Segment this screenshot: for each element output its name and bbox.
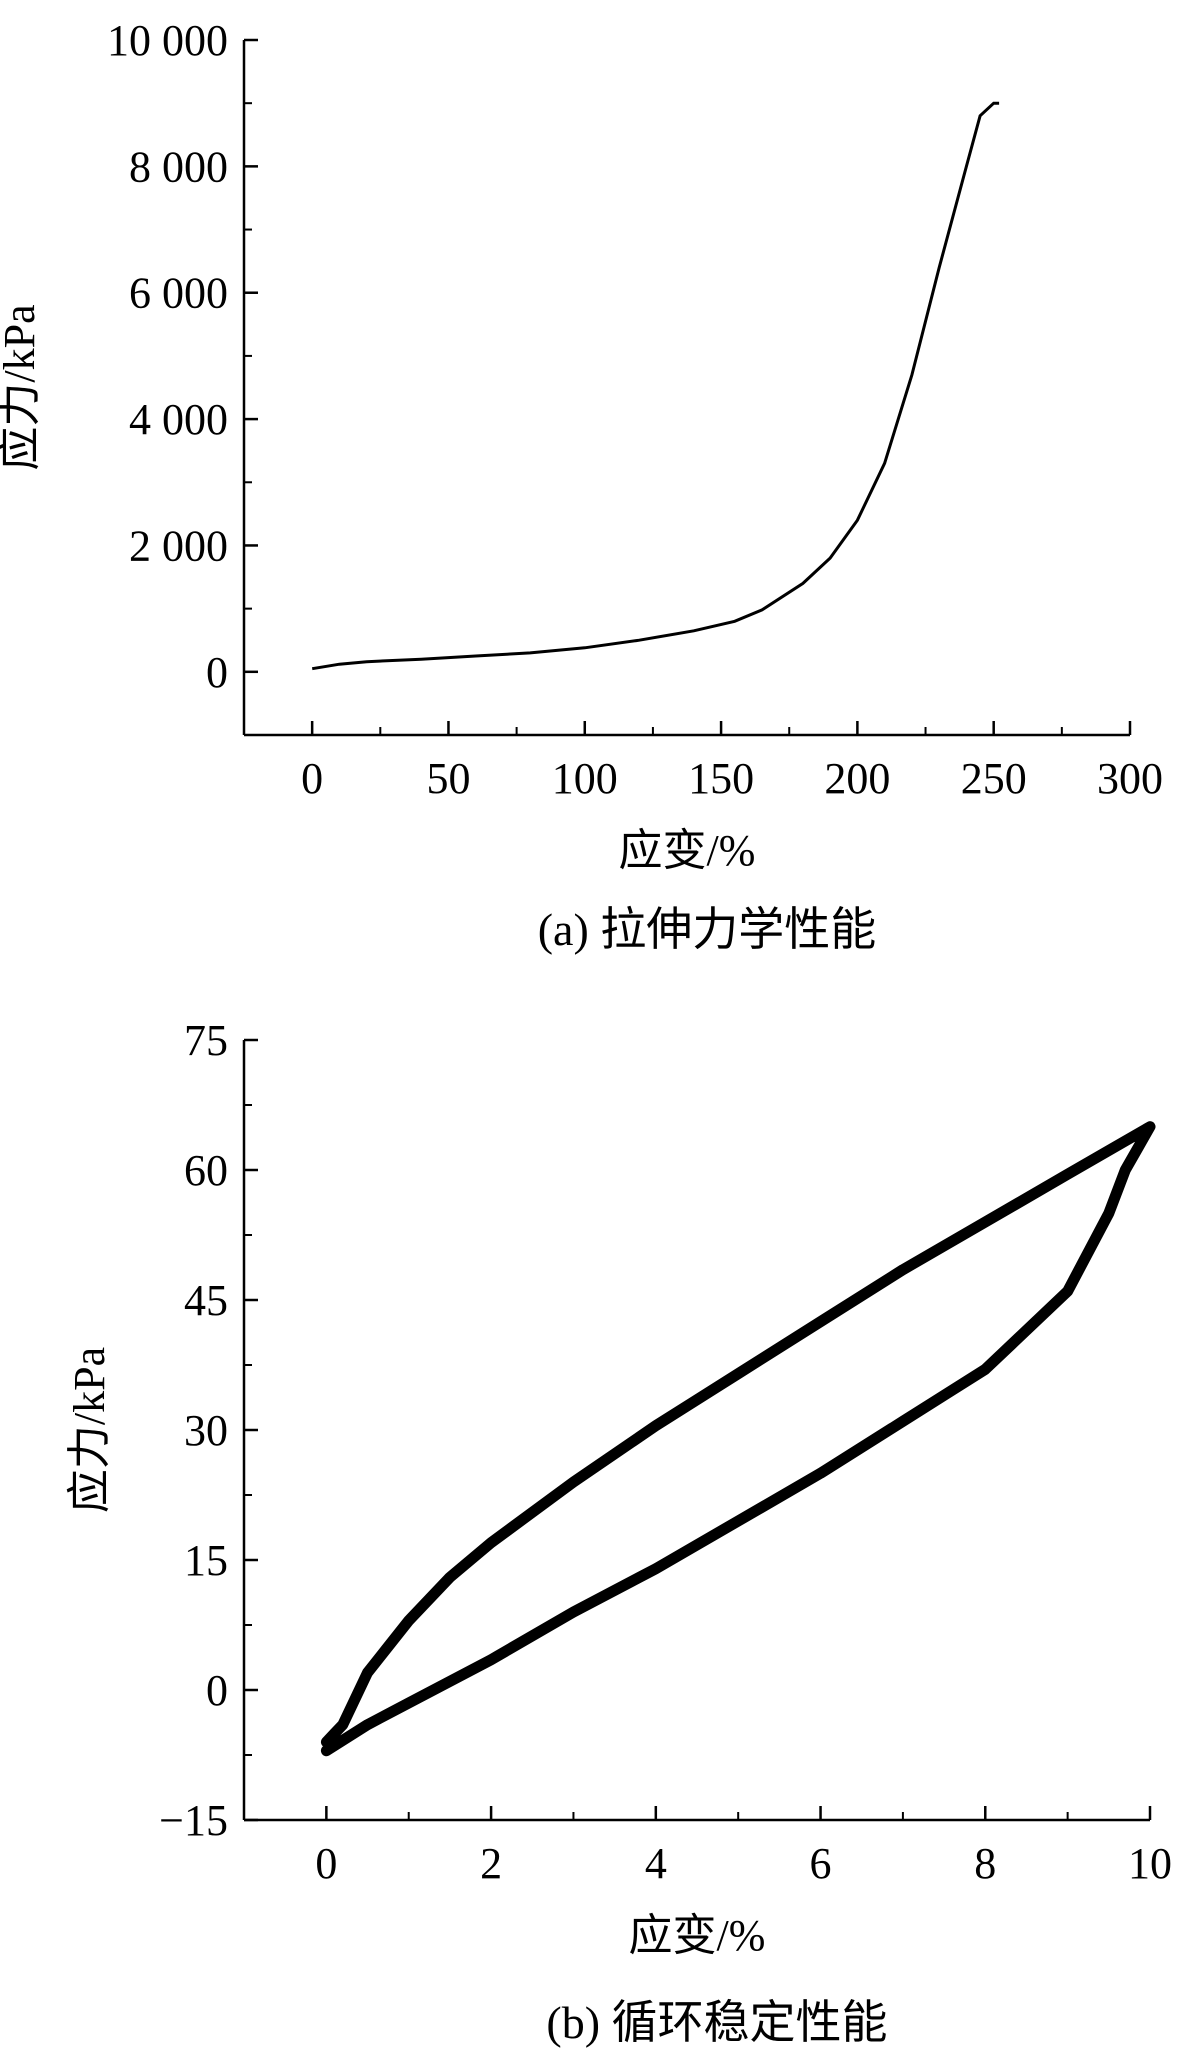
x-tick-label: 50 — [426, 754, 470, 803]
panel-a-x-axis-title: 应变/% — [619, 826, 756, 875]
panel-b-axes-frame — [244, 1040, 1150, 1820]
x-tick-label: 0 — [301, 754, 323, 803]
y-tick-label: −15 — [159, 1796, 228, 1845]
y-tick-label: 30 — [184, 1406, 228, 1455]
x-tick-label: 8 — [974, 1839, 996, 1888]
x-tick-label: 10 — [1128, 1839, 1172, 1888]
panel-a-y-ticks: 0 2 000 4 000 6 000 8 000 10 000 — [107, 16, 258, 697]
panel-b-x-axis-title: 应变/% — [629, 1911, 766, 1960]
x-tick-label: 6 — [810, 1839, 832, 1888]
panel-b: 0 2 4 6 8 10 −15 0 15 30 45 60 75 应变/% 应力/kPa (b) 循… — [65, 1016, 1172, 2048]
x-tick-label: 0 — [315, 1839, 337, 1888]
panel-a-caption: (a) 拉伸力学性能 — [538, 904, 877, 955]
y-tick-label: 6 000 — [129, 269, 228, 318]
y-tick-label: 45 — [184, 1276, 228, 1325]
y-tick-label: 0 — [206, 648, 228, 697]
y-tick-label: 75 — [184, 1016, 228, 1065]
x-tick-label: 300 — [1097, 754, 1163, 803]
y-tick-label: 0 — [206, 1666, 228, 1715]
panel-a-x-ticks: 0 50 100 150 200 250 300 — [301, 721, 1163, 803]
panel-b-y-ticks: −15 0 15 30 45 60 75 — [159, 1016, 258, 1845]
y-tick-label: 60 — [184, 1146, 228, 1195]
y-tick-label: 10 000 — [107, 16, 228, 65]
panel-b-curve — [320, 1121, 1156, 1757]
x-tick-label: 150 — [688, 754, 754, 803]
panel-b-y-axis-title: 应力/kPa — [65, 1347, 114, 1513]
y-tick-label: 8 000 — [129, 142, 228, 191]
y-tick-label: 15 — [184, 1536, 228, 1585]
panel-a: 0 50 100 150 200 250 300 0 2 000 4 000 6 000 8 000… — [0, 16, 1163, 955]
panel-a-curve — [311, 101, 1000, 671]
panel-a-y-axis-title: 应力/kPa — [0, 304, 44, 470]
x-tick-label: 2 — [480, 1839, 502, 1888]
panel-b-x-ticks: 0 2 4 6 8 10 — [315, 1806, 1172, 1888]
x-tick-label: 250 — [961, 754, 1027, 803]
x-tick-label: 100 — [552, 754, 618, 803]
x-tick-label: 200 — [824, 754, 890, 803]
y-tick-label: 2 000 — [129, 521, 228, 570]
x-tick-label: 4 — [645, 1839, 667, 1888]
y-tick-label: 4 000 — [129, 395, 228, 444]
panel-b-caption: (b) 循环稳定性能 — [546, 1997, 887, 2048]
